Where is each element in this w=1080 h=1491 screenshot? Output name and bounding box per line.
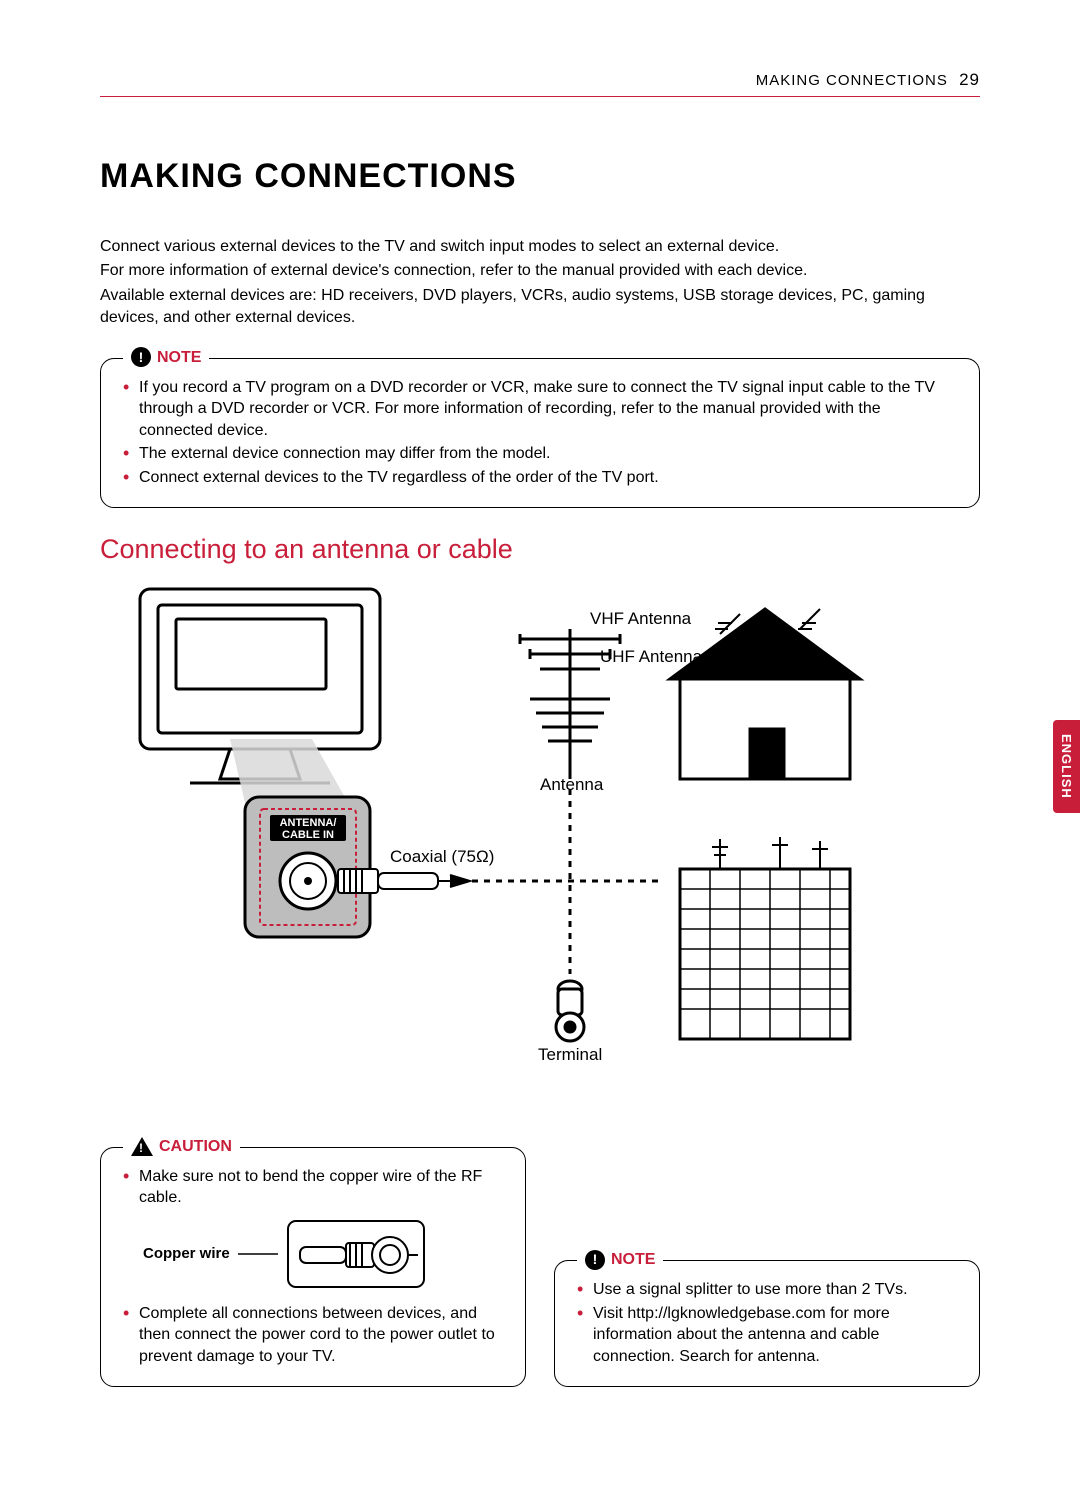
svg-text:ANTENNA/: ANTENNA/ — [280, 817, 337, 829]
note1-item: If you record a TV program on a DVD reco… — [123, 377, 957, 442]
coax-label: Coaxial (75Ω) — [390, 847, 494, 867]
intro-p1: Connect various external devices to the … — [100, 236, 980, 258]
svg-text:CABLE IN: CABLE IN — [282, 829, 334, 841]
note1-label: NOTE — [157, 347, 201, 369]
caution-item: Make sure not to bend the copper wire of… — [123, 1166, 503, 1209]
caution-box: CAUTION Make sure not to bend the copper… — [100, 1147, 526, 1387]
note2-item: Visit http://lgknowledgebase.com for mor… — [577, 1303, 957, 1368]
note-box-2: ! NOTE Use a signal splitter to use more… — [554, 1260, 980, 1386]
note2-legend: ! NOTE — [577, 1249, 663, 1271]
caution-item: Complete all connections between devices… — [123, 1303, 503, 1368]
note2-item: Use a signal splitter to use more than 2… — [577, 1279, 957, 1301]
section-heading: Connecting to an antenna or cable — [100, 534, 980, 565]
note2-label: NOTE — [611, 1249, 655, 1271]
vhf-label: VHF Antenna — [590, 609, 691, 629]
warning-icon — [131, 1137, 153, 1156]
rf-cable-icon — [286, 1219, 426, 1289]
note1-item: Connect external devices to the TV regar… — [123, 467, 957, 489]
info-icon: ! — [131, 347, 151, 367]
terminal-label: Terminal — [538, 1045, 602, 1065]
header-section: MAKING CONNECTIONS — [756, 72, 948, 89]
antenna-label: Antenna — [540, 775, 603, 795]
note1-item: The external device connection may diffe… — [123, 443, 957, 465]
intro-block: Connect various external devices to the … — [100, 236, 980, 330]
copper-wire-label: Copper wire — [143, 1244, 230, 1264]
intro-p2: For more information of external device'… — [100, 260, 980, 282]
note1-legend: ! NOTE — [123, 347, 209, 369]
caution-label: CAUTION — [159, 1136, 232, 1158]
page-header: MAKING CONNECTIONS 29 — [100, 70, 980, 97]
language-tab: ENGLISH — [1053, 720, 1080, 813]
caution-legend: CAUTION — [123, 1136, 240, 1158]
uhf-label: UHF Antenna — [600, 647, 702, 667]
page-number: 29 — [959, 70, 980, 89]
page-title: MAKING CONNECTIONS — [100, 157, 980, 196]
info-icon: ! — [585, 1250, 605, 1270]
intro-p3: Available external devices are: HD recei… — [100, 285, 980, 330]
note-box-1: ! NOTE If you record a TV program on a D… — [100, 358, 980, 508]
antenna-diagram: ANTENNA/ CABLE IN — [100, 579, 980, 1119]
